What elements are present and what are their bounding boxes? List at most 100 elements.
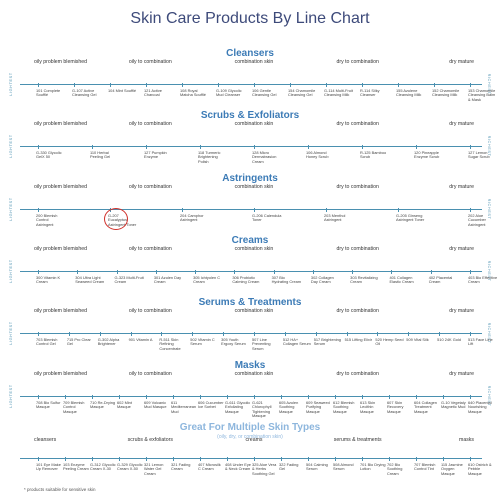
product: 305 Youth Ergoxy Serum: [221, 337, 246, 347]
product: G-330 Glycolic GelX 50: [36, 150, 62, 160]
tick: [99, 331, 101, 336]
product: 609 Seaweed Purifying Masque: [306, 400, 330, 414]
product: 702 Bio Soothing Cream: [387, 462, 403, 476]
tick: [38, 394, 39, 399]
product: 300 Vitamin K Cream: [36, 275, 61, 285]
product: G-621 Chlorophyll Tightening Masque: [252, 400, 272, 418]
skin-type: combination skin: [234, 246, 274, 252]
tick: [326, 207, 327, 212]
tick: [182, 82, 183, 87]
product: 301 Azulen Day Cream: [153, 275, 182, 285]
page-title: Skin Care Products By Line Chart: [130, 10, 370, 27]
product: 504 Calming Serum: [306, 462, 328, 472]
skin-type: dry mature: [449, 371, 474, 377]
side-label-left: LIGHTEST: [9, 72, 13, 96]
tick: [416, 456, 417, 461]
side-label-left: LIGHTEST: [9, 134, 13, 158]
tick: [434, 82, 435, 87]
skin-type: oily to combination: [128, 308, 172, 314]
product: R-114 Silky Cleanser: [360, 88, 380, 98]
product: 118 Turmeric Brightening Polish: [198, 150, 221, 164]
product: 202 Aloe Cucumber Astringent: [468, 213, 486, 227]
skin-type: dry to combination: [336, 184, 379, 190]
skin-type: combination skin: [234, 184, 274, 190]
tick: [146, 144, 147, 149]
tick: [408, 331, 410, 336]
skin-type: dry mature: [449, 246, 474, 252]
tick: [254, 207, 255, 212]
tick: [315, 331, 317, 336]
product: 513 Face Line Lift: [468, 337, 493, 347]
product: 104 Mint Soufflé: [108, 88, 137, 93]
skin-type: dry mature: [449, 184, 474, 190]
tick: [92, 394, 93, 399]
product: 510 24K Gold: [437, 337, 461, 342]
skin-type: combination skin: [234, 121, 274, 127]
skin-type: oily to combination: [128, 121, 172, 127]
skin-type: combination skin: [234, 371, 274, 377]
product: 703 Blemish Control Gel: [36, 337, 58, 347]
tick: [192, 331, 194, 336]
tick: [92, 144, 93, 149]
skin-type: dry mature: [449, 59, 474, 65]
tick: [470, 144, 471, 149]
product: G-312 Glycolic Cream X-30: [90, 462, 116, 472]
product: 204 Camphor Astringent: [180, 213, 204, 223]
tick: [284, 331, 286, 336]
product: G-302 Alpha Brightener: [97, 337, 120, 347]
section-subtitle: (oily, dry, or combination skin): [217, 434, 283, 440]
tick: [130, 331, 132, 336]
footnote: * products suitable for sensitive skin: [24, 487, 96, 492]
section-title: Masks: [234, 360, 266, 371]
tick: [352, 269, 353, 274]
product: 708 Bio Sulfur Masque: [36, 400, 61, 410]
tick: [254, 394, 255, 399]
tick: [38, 144, 39, 149]
tick: [443, 456, 444, 461]
tick: [173, 394, 174, 399]
product: 607 Skin Recovery Masque: [387, 400, 404, 414]
section-title: Cleansers: [226, 48, 274, 59]
section-title: Great For Multiple Skin Types: [179, 422, 321, 433]
skin-type: dry mature: [449, 308, 474, 314]
skin-type: dry to combination: [336, 371, 379, 377]
tick: [218, 82, 219, 87]
tick: [398, 82, 399, 87]
tick: [254, 331, 255, 336]
product: 709 Blemish Control Masque: [63, 400, 85, 414]
tick: [335, 394, 336, 399]
tick: [430, 269, 432, 274]
product: 408 Under Eye & Neck Cream: [225, 462, 251, 472]
product: 701 Bio Drying Lotion: [360, 462, 386, 472]
tick: [38, 331, 39, 336]
skin-type: oily to combination: [128, 59, 172, 65]
product: 128 Micro Dermabrasion Cream: [252, 150, 277, 164]
product: 120 Pineapple Enzyme Scrub: [414, 150, 440, 160]
skin-type: oily problem blemished: [34, 308, 88, 314]
tick: [254, 144, 255, 149]
product: R-511 Skin Refining Concentrate: [159, 337, 181, 351]
tick: [391, 269, 393, 274]
tick: [470, 82, 471, 87]
skin-type: oily problem blemished: [34, 121, 88, 127]
product: 509 Vital Silk: [406, 337, 429, 342]
product: 715 Pro Clear Gel: [66, 337, 91, 347]
product: 121 Active Charcoal: [144, 88, 162, 98]
skin-type: dry to combination: [336, 308, 379, 314]
product: 307 Bio Hydrating Cream: [271, 275, 302, 285]
side-label-left: LIGHTEST: [9, 321, 13, 345]
product: 304 Ultra Light Seaweed Cream: [75, 275, 105, 285]
tick: [200, 144, 201, 149]
product: 127 Pumpkin Enzyme: [144, 150, 167, 160]
tick: [362, 144, 363, 149]
scale-line: [20, 209, 482, 211]
skin-type: cleansers: [34, 437, 57, 443]
tick: [308, 394, 309, 399]
side-label-left: LIGHTEST: [9, 384, 13, 408]
tick: [77, 269, 79, 274]
product: 305 Ichtyolen C Cream: [193, 275, 221, 285]
product: 303 Revitalizing Cream: [350, 275, 378, 285]
product: 155 Azulene Cleansing Milk: [396, 88, 422, 98]
tick: [200, 456, 201, 461]
